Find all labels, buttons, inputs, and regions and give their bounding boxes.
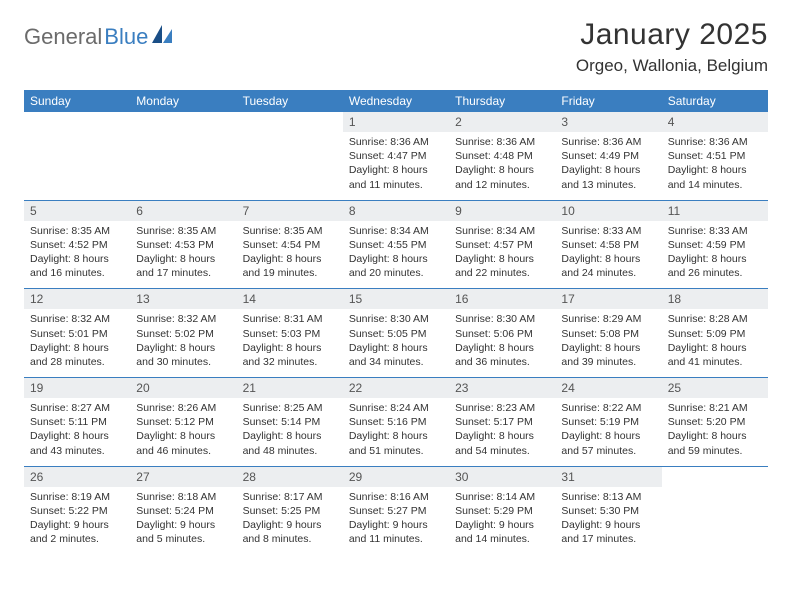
brand-part1: General [24,24,102,50]
day-number: 24 [555,378,661,398]
day-detail: Sunrise: 8:24 AMSunset: 5:16 PMDaylight:… [343,398,449,466]
day-number: 8 [343,201,449,221]
day-number: 25 [662,378,768,398]
day-detail: Sunrise: 8:29 AMSunset: 5:08 PMDaylight:… [555,309,661,377]
day-number: 4 [662,112,768,132]
day-detail: Sunrise: 8:36 AMSunset: 4:51 PMDaylight:… [662,132,768,200]
day-number: 30 [449,467,555,487]
title-block: January 2025 Orgeo, Wallonia, Belgium [576,18,768,76]
day-detail: Sunrise: 8:14 AMSunset: 5:29 PMDaylight:… [449,487,555,555]
day-header: Sunday [24,90,130,112]
day-number-row: 567891011 [24,201,768,221]
day-detail: Sunrise: 8:16 AMSunset: 5:27 PMDaylight:… [343,487,449,555]
day-detail: Sunrise: 8:33 AMSunset: 4:59 PMDaylight:… [662,221,768,289]
day-number: 12 [24,289,130,309]
day-header: Wednesday [343,90,449,112]
day-header: Tuesday [237,90,343,112]
calendar-table: SundayMondayTuesdayWednesdayThursdayFrid… [24,90,768,554]
day-header: Thursday [449,90,555,112]
day-detail: Sunrise: 8:35 AMSunset: 4:52 PMDaylight:… [24,221,130,289]
day-detail: Sunrise: 8:26 AMSunset: 5:12 PMDaylight:… [130,398,236,466]
day-detail: Sunrise: 8:36 AMSunset: 4:49 PMDaylight:… [555,132,661,200]
day-number: 3 [555,112,661,132]
day-detail: Sunrise: 8:27 AMSunset: 5:11 PMDaylight:… [24,398,130,466]
brand-part2: Blue [104,24,148,50]
day-header-row: SundayMondayTuesdayWednesdayThursdayFrid… [24,90,768,112]
day-detail: Sunrise: 8:34 AMSunset: 4:55 PMDaylight:… [343,221,449,289]
day-detail-row: Sunrise: 8:35 AMSunset: 4:52 PMDaylight:… [24,221,768,289]
empty-cell [24,112,130,132]
day-number: 26 [24,467,130,487]
brand-sail-icon [152,25,174,50]
day-number: 13 [130,289,236,309]
day-detail: Sunrise: 8:30 AMSunset: 5:06 PMDaylight:… [449,309,555,377]
day-number: 21 [237,378,343,398]
day-number: 17 [555,289,661,309]
day-number: 16 [449,289,555,309]
empty-cell [662,487,768,555]
day-detail-row: Sunrise: 8:32 AMSunset: 5:01 PMDaylight:… [24,309,768,377]
day-detail: Sunrise: 8:31 AMSunset: 5:03 PMDaylight:… [237,309,343,377]
day-detail: Sunrise: 8:34 AMSunset: 4:57 PMDaylight:… [449,221,555,289]
day-header: Friday [555,90,661,112]
empty-cell [662,467,768,487]
day-detail: Sunrise: 8:13 AMSunset: 5:30 PMDaylight:… [555,487,661,555]
day-detail: Sunrise: 8:17 AMSunset: 5:25 PMDaylight:… [237,487,343,555]
day-number: 5 [24,201,130,221]
empty-cell [130,132,236,200]
day-number: 22 [343,378,449,398]
day-detail: Sunrise: 8:18 AMSunset: 5:24 PMDaylight:… [130,487,236,555]
day-detail: Sunrise: 8:33 AMSunset: 4:58 PMDaylight:… [555,221,661,289]
day-number: 31 [555,467,661,487]
day-detail: Sunrise: 8:36 AMSunset: 4:47 PMDaylight:… [343,132,449,200]
day-number: 10 [555,201,661,221]
day-number-row: 1234 [24,112,768,132]
day-detail: Sunrise: 8:28 AMSunset: 5:09 PMDaylight:… [662,309,768,377]
day-number: 15 [343,289,449,309]
day-number: 18 [662,289,768,309]
day-number-row: 12131415161718 [24,289,768,309]
day-number: 11 [662,201,768,221]
day-detail: Sunrise: 8:19 AMSunset: 5:22 PMDaylight:… [24,487,130,555]
day-number: 6 [130,201,236,221]
day-number: 1 [343,112,449,132]
day-detail: Sunrise: 8:32 AMSunset: 5:01 PMDaylight:… [24,309,130,377]
day-detail: Sunrise: 8:21 AMSunset: 5:20 PMDaylight:… [662,398,768,466]
day-header: Monday [130,90,236,112]
day-number: 7 [237,201,343,221]
day-number: 29 [343,467,449,487]
day-detail: Sunrise: 8:23 AMSunset: 5:17 PMDaylight:… [449,398,555,466]
month-title: January 2025 [576,18,768,52]
day-number: 9 [449,201,555,221]
day-number: 2 [449,112,555,132]
day-detail-row: Sunrise: 8:27 AMSunset: 5:11 PMDaylight:… [24,398,768,466]
day-number: 28 [237,467,343,487]
day-number: 20 [130,378,236,398]
day-detail: Sunrise: 8:22 AMSunset: 5:19 PMDaylight:… [555,398,661,466]
day-number-row: 262728293031 [24,467,768,487]
day-detail: Sunrise: 8:32 AMSunset: 5:02 PMDaylight:… [130,309,236,377]
day-number-row: 19202122232425 [24,378,768,398]
day-number: 14 [237,289,343,309]
empty-cell [24,132,130,200]
brand-logo: General Blue [24,24,174,50]
day-detail: Sunrise: 8:35 AMSunset: 4:53 PMDaylight:… [130,221,236,289]
location: Orgeo, Wallonia, Belgium [576,56,768,76]
day-detail: Sunrise: 8:35 AMSunset: 4:54 PMDaylight:… [237,221,343,289]
day-detail-row: Sunrise: 8:19 AMSunset: 5:22 PMDaylight:… [24,487,768,555]
empty-cell [130,112,236,132]
header: General Blue January 2025 Orgeo, Walloni… [24,18,768,76]
day-detail: Sunrise: 8:25 AMSunset: 5:14 PMDaylight:… [237,398,343,466]
day-detail: Sunrise: 8:36 AMSunset: 4:48 PMDaylight:… [449,132,555,200]
day-number: 19 [24,378,130,398]
day-header: Saturday [662,90,768,112]
day-number: 27 [130,467,236,487]
empty-cell [237,132,343,200]
day-detail: Sunrise: 8:30 AMSunset: 5:05 PMDaylight:… [343,309,449,377]
day-detail-row: Sunrise: 8:36 AMSunset: 4:47 PMDaylight:… [24,132,768,200]
day-number: 23 [449,378,555,398]
empty-cell [237,112,343,132]
